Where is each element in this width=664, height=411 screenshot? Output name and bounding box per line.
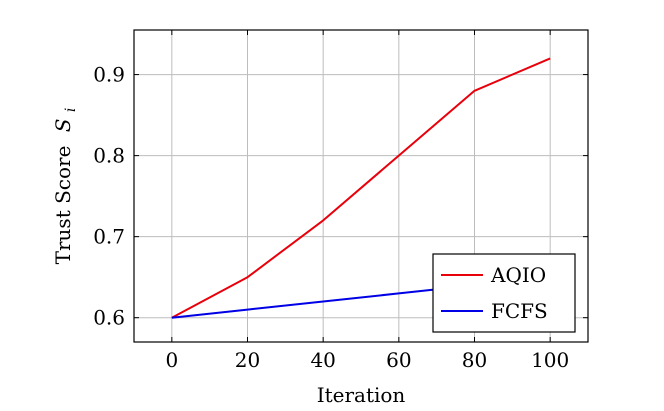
legend-label-aqio: AQIO [490, 263, 546, 287]
y-tick-label: 0.8 [93, 144, 125, 168]
legend-box [432, 253, 576, 333]
y-tick-label: 0.7 [93, 225, 125, 249]
plot-frame [133, 29, 589, 343]
y-tick-label: 0.9 [93, 63, 125, 87]
y-tick-label: 0.6 [93, 306, 125, 330]
y-axis-title-subscript: i [63, 108, 79, 112]
y-axis-title-text: Trust Score [51, 146, 75, 265]
x-tick-label: 60 [386, 348, 411, 372]
legend-label-fcfs: FCFS [491, 299, 548, 323]
y-axis-title: Trust Score S i [51, 108, 79, 265]
axis-ticks: 0 20 40 60 80 100 0.6 0.7 0.8 0.9 [93, 30, 588, 372]
x-axis-title: Iteration [317, 383, 406, 407]
x-tick-label: 100 [531, 348, 569, 372]
y-axis-title-symbol: S [51, 119, 75, 133]
series-line-aqio [171, 57, 551, 319]
x-tick-label: 0 [165, 348, 178, 372]
x-tick-label: 20 [235, 348, 260, 372]
x-tick-label: 80 [462, 348, 487, 372]
legend: AQIO FCFS [432, 253, 576, 333]
x-tick-label: 40 [310, 348, 335, 372]
